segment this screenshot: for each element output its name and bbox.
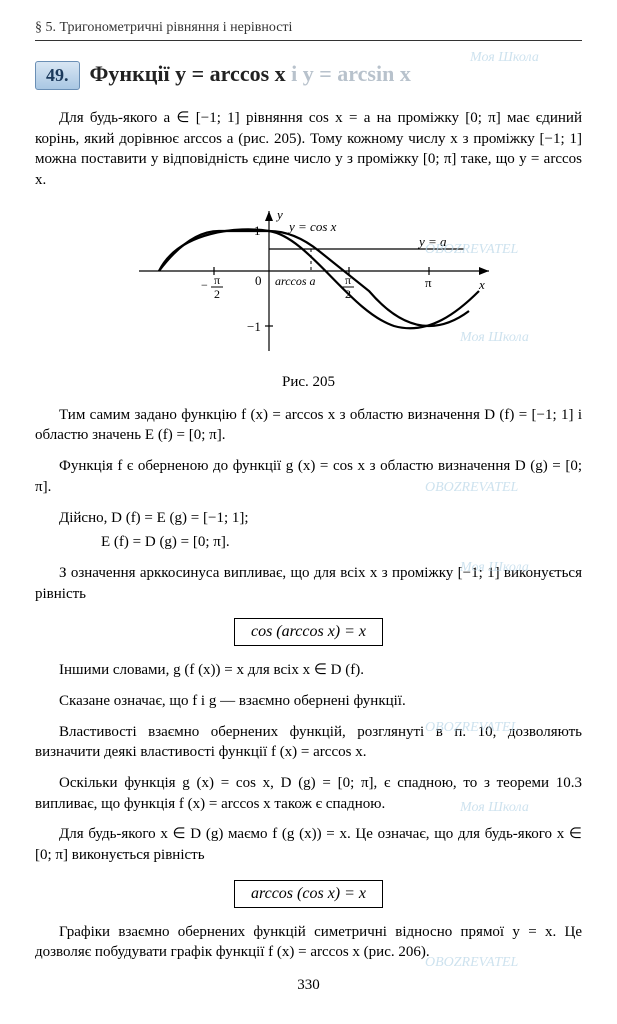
paragraph-5: З означення арккосинуса випливає, що для… — [35, 563, 582, 604]
y-axis-label: y — [275, 207, 283, 222]
topic-row: 49. Функції y = arccos x і y = arcsin x — [35, 61, 582, 90]
paragraph-9: Оскільки функція g (x) = cos x, D (g) = … — [35, 773, 582, 814]
paragraph-6: Іншими словами, g (f (x)) = x для всіх x… — [35, 660, 582, 681]
formula-1: cos (arccos x) = x — [234, 618, 383, 646]
y1-label: 1 — [254, 223, 261, 238]
formula-1-wrap: cos (arccos x) = x — [35, 614, 582, 650]
paragraph-2: Тим самим задано функцію f (x) = arccos … — [35, 405, 582, 446]
neg-pi2-label: − — [201, 278, 208, 292]
topic-title-main: Функції y = arccos x — [90, 61, 286, 86]
paragraph-3: Функція f є оберненою до функції g (x) =… — [35, 456, 582, 497]
a-line-label: y = a — [417, 234, 447, 249]
cos-label: y = cos x — [287, 219, 337, 234]
pi2-den: 2 — [345, 287, 351, 301]
paragraph-8: Властивості взаємно обернених функцій, р… — [35, 722, 582, 763]
ym1-label: −1 — [247, 319, 261, 334]
y-axis-arrow — [265, 211, 273, 221]
paragraph-11: Графіки взаємно обернених функцій симетр… — [35, 922, 582, 963]
paragraph-4b: E (f) = D (g) = [0; π]. — [35, 532, 582, 553]
paragraph-4a: Дійсно, D (f) = E (g) = [−1; 1]; — [35, 508, 582, 529]
paragraph-7: Сказане означає, що f і g — взаємно обер… — [35, 691, 582, 712]
neg-pi2-num: π — [214, 273, 220, 287]
neg-pi2-den: 2 — [214, 287, 220, 301]
x-axis-arrow — [479, 267, 489, 275]
page-number: 330 — [35, 977, 582, 994]
cosine-graph-svg: y x 1 −1 0 y = cos x y = a arccos a − π … — [119, 201, 499, 361]
pi-label: π — [425, 275, 432, 290]
figure-caption: Рис. 205 — [35, 374, 582, 391]
origin-label: 0 — [255, 273, 262, 288]
arccos-a-label: arccos a — [275, 274, 316, 288]
pi2-num: π — [345, 273, 351, 287]
topic-title: Функції y = arccos x і y = arcsin x — [90, 61, 411, 87]
section-header: § 5. Тригонометричні рівняння і нерівнос… — [35, 20, 582, 36]
textbook-page: § 5. Тригонометричні рівняння і нерівнос… — [0, 0, 617, 1024]
section-divider — [35, 40, 582, 41]
topic-badge: 49. — [35, 61, 80, 90]
topic-title-faded: і y = arcsin x — [286, 61, 411, 86]
x-axis-label: x — [478, 277, 485, 292]
figure-205: y x 1 −1 0 y = cos x y = a arccos a − π … — [35, 201, 582, 366]
formula-2-wrap: arccos (cos x) = x — [35, 876, 582, 912]
formula-2: arccos (cos x) = x — [234, 880, 383, 908]
paragraph-10: Для будь-якого x ∈ D (g) маємо f (g (x))… — [35, 824, 582, 865]
paragraph-1: Для будь-якого a ∈ [−1; 1] рівняння cos … — [35, 108, 582, 191]
